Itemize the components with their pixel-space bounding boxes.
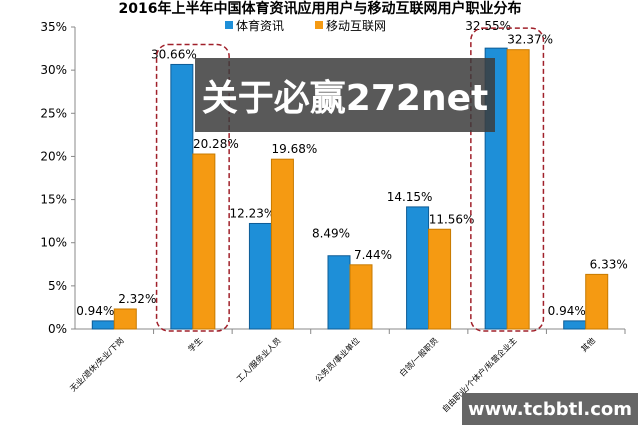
bar bbox=[248, 222, 272, 330]
bar bbox=[91, 320, 115, 330]
data-label: 30.66% bbox=[151, 47, 197, 61]
legend-label: 体育资讯 bbox=[236, 18, 284, 33]
data-label: 7.44% bbox=[354, 248, 392, 262]
data-label: 11.56% bbox=[429, 212, 475, 226]
data-label: 20.28% bbox=[193, 137, 239, 151]
y-tick-label: 35% bbox=[40, 20, 67, 34]
legend-swatch bbox=[315, 21, 323, 29]
y-tick-label: 5% bbox=[48, 279, 67, 293]
x-tick-label: 工人/服务业人员 bbox=[234, 335, 283, 384]
data-label: 19.68% bbox=[272, 142, 318, 156]
bar bbox=[170, 63, 194, 330]
site-watermark: www.tcbbtl.com bbox=[462, 393, 638, 425]
y-tick-label: 10% bbox=[40, 236, 67, 250]
highlight-box bbox=[470, 27, 545, 332]
x-tick-label: 学生 bbox=[186, 335, 204, 353]
y-tick-label: 20% bbox=[40, 149, 67, 163]
bar bbox=[113, 308, 137, 330]
data-label: 2.32% bbox=[118, 292, 156, 306]
bar bbox=[327, 255, 351, 330]
chart-title: 2016年上半年中国体育资讯应用用户与移动互联网用户职业分布 bbox=[119, 0, 522, 17]
bar bbox=[270, 158, 294, 330]
x-tick-label: 无业/退休/失业/下岗 bbox=[68, 335, 126, 393]
y-tick-label: 25% bbox=[40, 106, 67, 120]
bar bbox=[506, 49, 530, 330]
legend-label: 移动互联网 bbox=[326, 19, 386, 33]
data-label: 12.23% bbox=[230, 206, 276, 220]
highlight-box bbox=[155, 43, 230, 332]
data-label: 14.15% bbox=[387, 190, 433, 204]
data-label: 6.33% bbox=[590, 257, 628, 271]
overlay-banner: 关于必赢272net bbox=[195, 58, 495, 132]
x-tick-label: 其他 bbox=[579, 335, 597, 353]
bar bbox=[585, 273, 609, 330]
data-label: 0.94% bbox=[76, 304, 114, 318]
bar bbox=[563, 320, 587, 330]
bar bbox=[406, 206, 430, 330]
y-tick-label: 15% bbox=[40, 193, 67, 207]
y-tick-label: 0% bbox=[48, 322, 67, 336]
data-label: 0.94% bbox=[548, 304, 586, 318]
data-label: 32.37% bbox=[507, 33, 553, 47]
legend-swatch bbox=[225, 21, 233, 29]
data-label: 32.55% bbox=[465, 19, 511, 33]
x-tick-label: 白领/一般职员 bbox=[397, 335, 440, 378]
bar bbox=[192, 153, 216, 330]
bar bbox=[349, 264, 373, 330]
y-tick-label: 30% bbox=[40, 63, 67, 77]
x-tick-label: 公务员/事业单位 bbox=[313, 335, 362, 384]
data-label: 8.49% bbox=[312, 227, 350, 241]
bar bbox=[428, 228, 452, 330]
